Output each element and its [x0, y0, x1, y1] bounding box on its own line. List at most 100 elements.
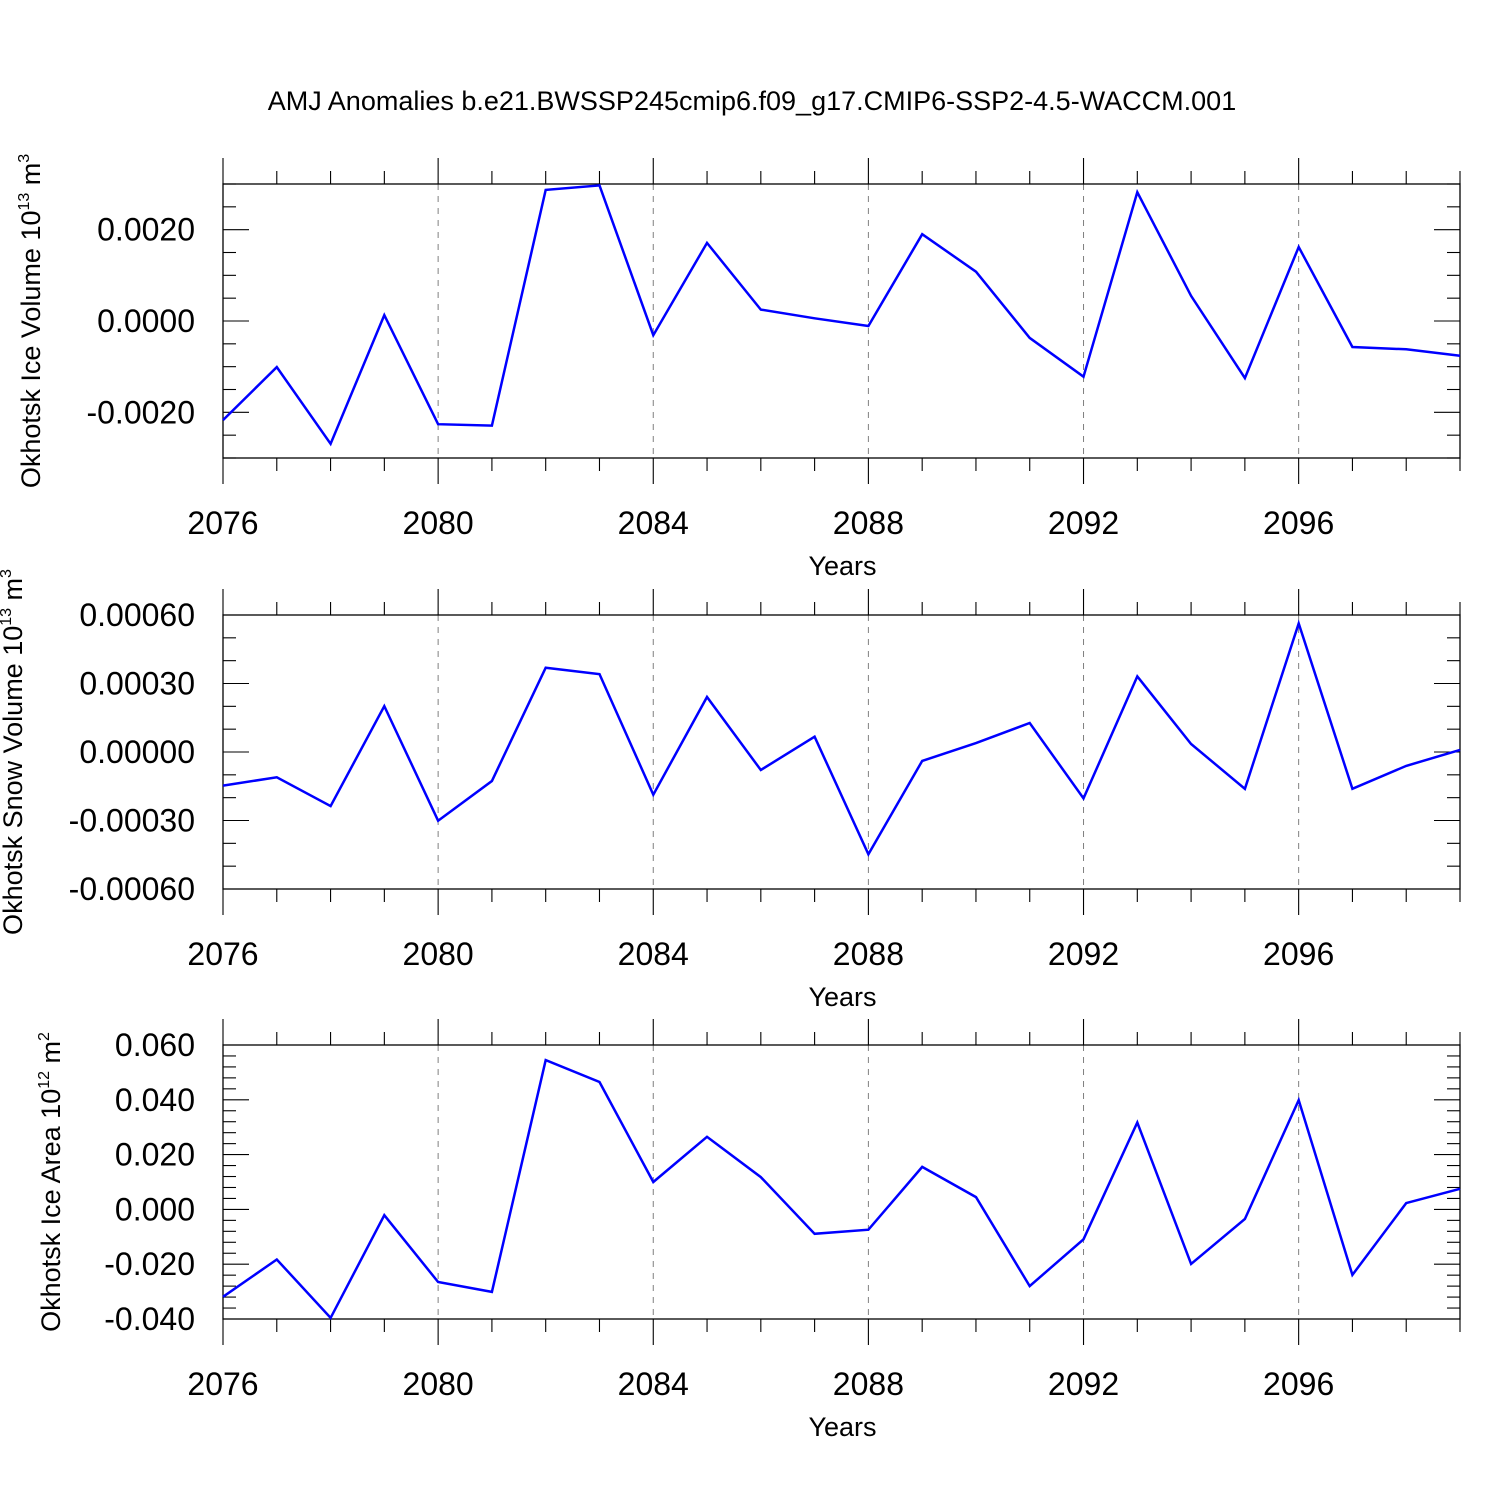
data-point — [1297, 245, 1301, 249]
x-tick-label: 2084 — [618, 1366, 689, 1402]
data-point — [1082, 796, 1086, 800]
y-axis-label: Okhotsk Ice Volume 1013 m3 — [16, 154, 46, 488]
plot-frame — [222, 1044, 1461, 1320]
y-tick-label: -0.00060 — [69, 871, 195, 907]
data-point — [1243, 376, 1247, 380]
data-point — [705, 1135, 709, 1139]
x-tick-label: 2084 — [618, 936, 689, 972]
x-tick-label: 2076 — [187, 936, 258, 972]
data-point — [436, 422, 440, 426]
x-tick-label: 2088 — [833, 936, 904, 972]
x-tick-label: 2080 — [403, 505, 474, 541]
y-tick-label: -0.00030 — [69, 803, 195, 839]
data-point — [275, 775, 279, 779]
data-point — [436, 1280, 440, 1284]
y-tick-label: 0.000 — [115, 1191, 195, 1227]
y-tick-label: 0.00030 — [79, 666, 195, 702]
x-tick-label: 2076 — [187, 505, 258, 541]
data-point — [1404, 347, 1408, 351]
data-point — [920, 1165, 924, 1169]
data-point — [1135, 674, 1139, 678]
y-tick-label: 0.020 — [115, 1137, 195, 1173]
data-point — [866, 1228, 870, 1232]
y-axis-label: Okhotsk Ice Area 1012 m2 — [36, 1032, 66, 1332]
y-tick-label: 0.0000 — [97, 303, 195, 339]
data-point — [1297, 1098, 1301, 1102]
data-point — [544, 188, 548, 192]
data-point — [974, 741, 978, 745]
chart-title: AMJ Anomalies b.e21.BWSSP245cmip6.f09_g1… — [268, 86, 1236, 116]
data-point — [1350, 1273, 1354, 1277]
x-tick-label: 2076 — [187, 1366, 258, 1402]
x-tick-label: 2088 — [833, 505, 904, 541]
x-tick-label: 2080 — [403, 1366, 474, 1402]
x-tick-label: 2080 — [403, 936, 474, 972]
data-point — [490, 424, 494, 428]
data-point — [1297, 621, 1301, 625]
data-point — [920, 759, 924, 763]
data-point — [329, 442, 333, 446]
data-point — [866, 852, 870, 856]
data-point — [221, 784, 225, 788]
data-point — [1243, 787, 1247, 791]
data-point — [651, 1180, 655, 1184]
x-tick-label: 2092 — [1048, 505, 1119, 541]
data-point — [1135, 1121, 1139, 1125]
data-point — [813, 1232, 817, 1236]
x-tick-label: 2096 — [1263, 505, 1334, 541]
x-axis-label: Years — [808, 982, 876, 1012]
data-point — [1082, 375, 1086, 379]
data-point — [1350, 787, 1354, 791]
y-tick-label: 0.060 — [115, 1027, 195, 1063]
data-point — [1028, 721, 1032, 725]
data-point — [651, 333, 655, 337]
data-point — [382, 704, 386, 708]
data-point — [759, 768, 763, 772]
data-point — [1458, 1187, 1462, 1191]
data-point — [597, 1080, 601, 1084]
data-point — [1189, 742, 1193, 746]
data-point — [1404, 764, 1408, 768]
data-point — [275, 1258, 279, 1262]
data-point — [1189, 1262, 1193, 1266]
data-point — [651, 793, 655, 797]
series-line — [222, 619, 1461, 858]
panel-2: 2076 2080 2084 2088 2092 2096 -0.00060 -0.00030… — [0, 569, 1462, 1012]
y-tick-label: 0.040 — [115, 1082, 195, 1118]
data-point — [759, 308, 763, 312]
data-point — [866, 324, 870, 328]
data-point — [974, 270, 978, 274]
data-point — [436, 819, 440, 823]
panel-1: 2076 2080 2084 2088 2092 2096 -0.0020 0.0000 0.0… — [16, 154, 1462, 581]
data-point — [705, 695, 709, 699]
data-point — [759, 1175, 763, 1179]
x-tick-label: 2088 — [833, 1366, 904, 1402]
series-line — [222, 184, 1461, 447]
data-point — [1458, 354, 1462, 358]
x-tick-label: 2084 — [618, 505, 689, 541]
y-axis-label: Okhotsk Snow Volume 1013 m3 — [0, 569, 28, 935]
x-tick-label: 2096 — [1263, 936, 1334, 972]
series-line — [222, 1058, 1461, 1321]
data-point — [382, 1213, 386, 1217]
panel-3: 2076 2080 2084 2088 2092 2096 -0.040 -0.020 0.00… — [36, 1019, 1462, 1442]
data-point — [1082, 1237, 1086, 1241]
x-tick-label: 2096 — [1263, 1366, 1334, 1402]
y-tick-label: -0.040 — [104, 1301, 195, 1337]
y-tick-label: 0.0020 — [97, 212, 195, 248]
data-point — [813, 735, 817, 739]
data-point — [1350, 345, 1354, 349]
data-point — [490, 779, 494, 783]
data-point — [382, 313, 386, 317]
data-point — [329, 1316, 333, 1320]
data-point — [1458, 748, 1462, 752]
data-point — [544, 1058, 548, 1062]
x-tick-label: 2092 — [1048, 1366, 1119, 1402]
data-point — [544, 666, 548, 670]
data-point — [1028, 336, 1032, 340]
y-tick-label: -0.0020 — [86, 394, 195, 430]
x-tick-label: 2092 — [1048, 936, 1119, 972]
data-point — [1404, 1201, 1408, 1205]
